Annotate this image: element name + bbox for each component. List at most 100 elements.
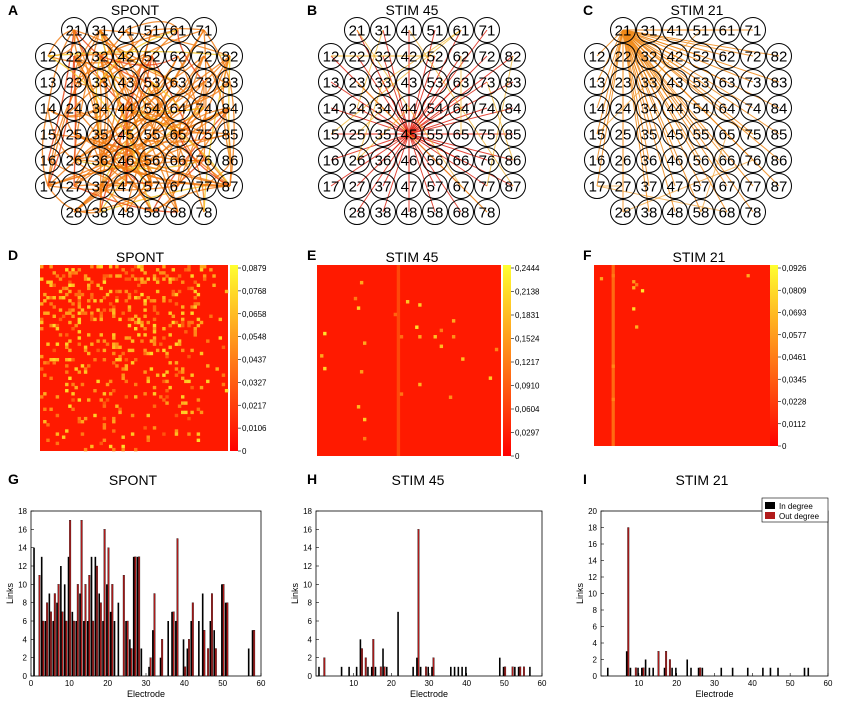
- heatmap-cell: [199, 320, 204, 325]
- electrode-24: 24: [344, 95, 370, 121]
- heatmap-cell: [80, 432, 85, 436]
- electrode-circle: [61, 121, 87, 147]
- heatmap-cell: [77, 398, 82, 402]
- electrode-circle: [370, 121, 396, 147]
- bar-in-degree: [201, 593, 204, 676]
- network-link: [47, 81, 179, 187]
- electrode-label: 66: [170, 153, 187, 170]
- bar-in-degree: [83, 621, 85, 676]
- heatmap-cell: [174, 342, 179, 346]
- electrode-label: 27: [615, 179, 632, 196]
- electrode-label: 63: [453, 75, 470, 92]
- bar-in-degree: [71, 611, 74, 676]
- heatmap-cell: [196, 292, 201, 297]
- heatmap-cell: [118, 345, 122, 349]
- x-axis-label: Electrode: [410, 689, 448, 699]
- network-link: [47, 185, 179, 191]
- heatmap-cell: [165, 395, 169, 399]
- electrode-circle: [636, 199, 662, 225]
- heatmap-cell: [65, 429, 69, 433]
- bar-out-degree: [61, 611, 64, 677]
- electrode-13: 13: [35, 69, 61, 95]
- electrode-64: 64: [448, 95, 474, 121]
- electrode-circle: [422, 43, 448, 69]
- bar-out-degree: [372, 639, 375, 677]
- heatmap-cell: [121, 444, 125, 449]
- electrode-51: 51: [688, 17, 714, 43]
- electrode-75: 75: [474, 121, 500, 147]
- heatmap-cell: [55, 432, 60, 436]
- heatmap-cell: [174, 320, 179, 325]
- heatmap-cell: [96, 265, 100, 269]
- heatmap-cell: [152, 274, 157, 278]
- bar-in-degree: [637, 667, 639, 676]
- y-tick-label: 6: [593, 623, 598, 632]
- heatmap-cell: [99, 317, 103, 322]
- electrode-label: 65: [170, 127, 187, 144]
- x-tick-label: 40: [180, 679, 189, 688]
- electrode-label: 57: [427, 179, 444, 196]
- electrode-label: 44: [401, 101, 418, 118]
- electrode-57: 57: [422, 173, 448, 199]
- electrode-circle: [740, 199, 766, 225]
- heatmap-cell: [65, 358, 69, 362]
- electrode-circle: [61, 173, 87, 199]
- network-link: [47, 29, 75, 57]
- electrode-13: 13: [318, 69, 344, 95]
- bar-out-degree: [627, 527, 630, 677]
- electrode-46: 46: [396, 147, 422, 173]
- electrode-label: 36: [375, 153, 392, 170]
- bar-in-degree: [132, 556, 135, 676]
- panel-label-e: E: [307, 247, 316, 263]
- electrode-label: 45: [667, 127, 684, 144]
- electrode-label: 34: [375, 101, 392, 118]
- heatmap-cell: [65, 292, 69, 297]
- electrode-label: 31: [375, 23, 392, 40]
- x-axis-label: Electrode: [695, 689, 733, 699]
- heatmap-cell: [80, 382, 85, 387]
- y-tick-label: 10: [588, 590, 597, 599]
- electrode-label: 66: [453, 153, 470, 170]
- electrode-86: 86: [766, 147, 792, 173]
- heatmap-cell: [121, 373, 125, 377]
- electrode-circle: [766, 121, 792, 147]
- electrode-circle: [370, 69, 396, 95]
- title-e: STIM 45: [386, 249, 439, 265]
- heatmap-cell: [65, 382, 69, 387]
- heatmap-cell: [181, 311, 185, 315]
- electrode-label: 16: [323, 153, 340, 170]
- electrode-52: 52: [688, 43, 714, 69]
- electrode-42: 42: [113, 43, 139, 69]
- heatmap-cell: [99, 333, 103, 337]
- heatmap-cell: [52, 296, 56, 300]
- heatmap-cell: [635, 283, 639, 287]
- y-tick-label: 6: [23, 617, 28, 626]
- x-tick-label: 30: [142, 679, 151, 688]
- legend-label-in: In degree: [779, 502, 813, 511]
- heatmap-cell: [433, 335, 437, 339]
- heatmap-cell: [65, 268, 69, 272]
- heatmap-cell: [83, 311, 88, 315]
- heatmap-cell: [87, 398, 91, 402]
- bar-out-degree: [504, 666, 507, 677]
- electrode-label: 21: [66, 23, 83, 40]
- x-tick-label: 0: [29, 679, 34, 688]
- network-graph-stim21: 21 31 41 51 61 71 12 22 32 42 52 62 72 82 13 23 33 43 53 63…: [584, 17, 792, 225]
- electrode-label: 22: [349, 49, 366, 66]
- electrode-33: 33: [636, 69, 662, 95]
- electrode-35: 35: [87, 121, 113, 147]
- bar-in-degree: [690, 667, 692, 676]
- electrode-label: 86: [505, 153, 522, 170]
- electrode-label: 36: [92, 153, 109, 170]
- x-tick-label: 10: [634, 679, 643, 688]
- electrode-label: 83: [771, 75, 788, 92]
- heatmap-cell: [49, 407, 53, 411]
- heatmap-cell: [87, 364, 91, 368]
- bar-out-degree: [96, 565, 98, 677]
- heatmap-cell: [40, 327, 44, 331]
- heatmap-cell: [152, 330, 157, 334]
- electrode-44: 44: [113, 95, 139, 121]
- heatmap-cell: [184, 401, 188, 405]
- network-link: [177, 55, 205, 135]
